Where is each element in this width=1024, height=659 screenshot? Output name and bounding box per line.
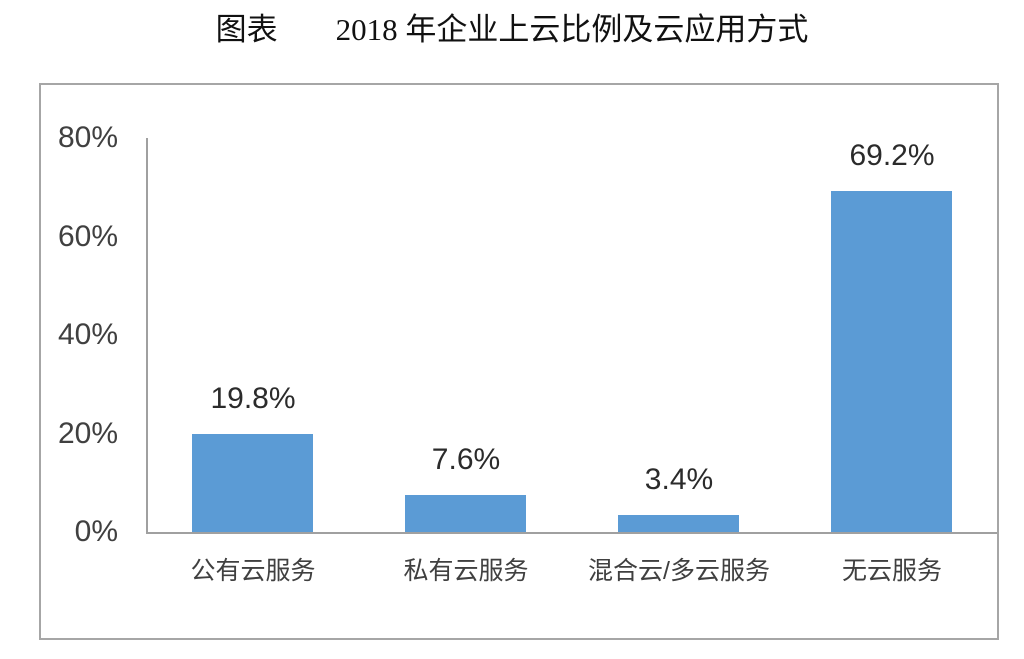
bar-value-label: 7.6% <box>431 443 501 476</box>
category-label: 公有云服务 <box>190 557 316 585</box>
category-label: 无云服务 <box>841 557 942 585</box>
bar-value-label: 3.4% <box>644 463 714 496</box>
figure-title-text: 2018 年企业上云比例及云应用方式 <box>335 12 809 47</box>
chart-frame: 80% 60% 40% 20% 0% 19.8% 公有云服务 7.6% 私有云服务 3.4% 混合… <box>39 83 999 640</box>
figure-title-prefix: 图表 <box>215 12 278 47</box>
y-tick-label: 0% <box>74 515 118 548</box>
bar <box>618 515 739 532</box>
y-axis-line <box>146 138 148 534</box>
y-tick-label: 60% <box>57 219 118 253</box>
y-tick-label: 80% <box>57 121 118 154</box>
x-axis-line <box>146 532 997 534</box>
category-label: 私有云服务 <box>403 557 529 585</box>
bar-value-label: 19.8% <box>210 382 296 415</box>
bar <box>831 191 952 532</box>
bar-value-label: 69.2% <box>849 139 935 172</box>
category-label: 混合云/多云服务 <box>588 557 770 585</box>
figure-title: 图表 2018 年企业上云比例及云应用方式 <box>0 12 1024 48</box>
y-tick-label: 20% <box>57 416 118 450</box>
bar <box>192 434 313 532</box>
bar <box>405 495 526 532</box>
y-tick-label: 40% <box>57 318 118 351</box>
